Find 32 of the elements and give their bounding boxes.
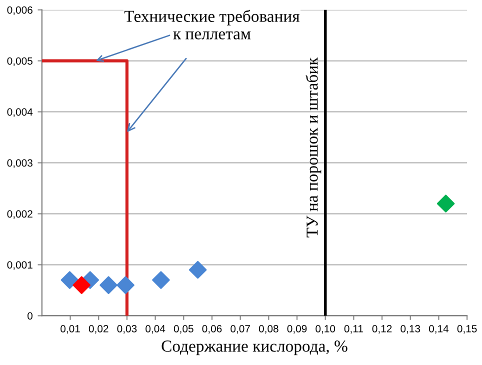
x-tick-label: 0,09 bbox=[287, 325, 307, 334]
point bbox=[188, 260, 207, 279]
x-tick-label: 0,06 bbox=[202, 325, 222, 334]
x-tick-label: 0,11 bbox=[344, 325, 363, 334]
x-tick-label: 0,02 bbox=[88, 325, 108, 334]
x-tick-label: 0,05 bbox=[174, 325, 194, 334]
y-tick-label: 0,006 bbox=[7, 6, 32, 15]
x-axis-title: Содержание кислорода, % bbox=[162, 340, 348, 356]
x-tick-label: 0,07 bbox=[230, 325, 250, 334]
x-tick-label: 0,13 bbox=[400, 325, 420, 334]
y-tick-label: 0 bbox=[28, 312, 32, 320]
x-tick-label: 0,03 bbox=[117, 325, 137, 334]
x-tick-label: 0,12 bbox=[372, 325, 392, 334]
y-tick-label: 0,001 bbox=[7, 261, 32, 270]
x-tick-label: 0,14 bbox=[428, 325, 449, 334]
point bbox=[100, 276, 118, 294]
y-tick-label: 0,005 bbox=[7, 57, 32, 66]
point bbox=[72, 276, 91, 294]
x-tick-label: 0,10 bbox=[316, 325, 336, 334]
y-tick-label: 0,003 bbox=[7, 159, 32, 168]
y-tick-label: 0,002 bbox=[7, 210, 32, 219]
ref-line-label: ТУ на порошок и штабик bbox=[306, 57, 322, 238]
point bbox=[436, 194, 455, 212]
point bbox=[152, 271, 170, 289]
x-tick-label: 0,04 bbox=[146, 325, 166, 334]
annotation: Технические требования к пеллетам bbox=[124, 10, 300, 40]
y-tick-label: 0,004 bbox=[7, 108, 33, 117]
x-tick-label: 0,01 bbox=[60, 325, 80, 334]
x-tick-label: 0,15 bbox=[457, 325, 477, 334]
point bbox=[60, 271, 79, 289]
x-tick-label: 0,08 bbox=[258, 325, 278, 334]
point bbox=[116, 276, 134, 294]
